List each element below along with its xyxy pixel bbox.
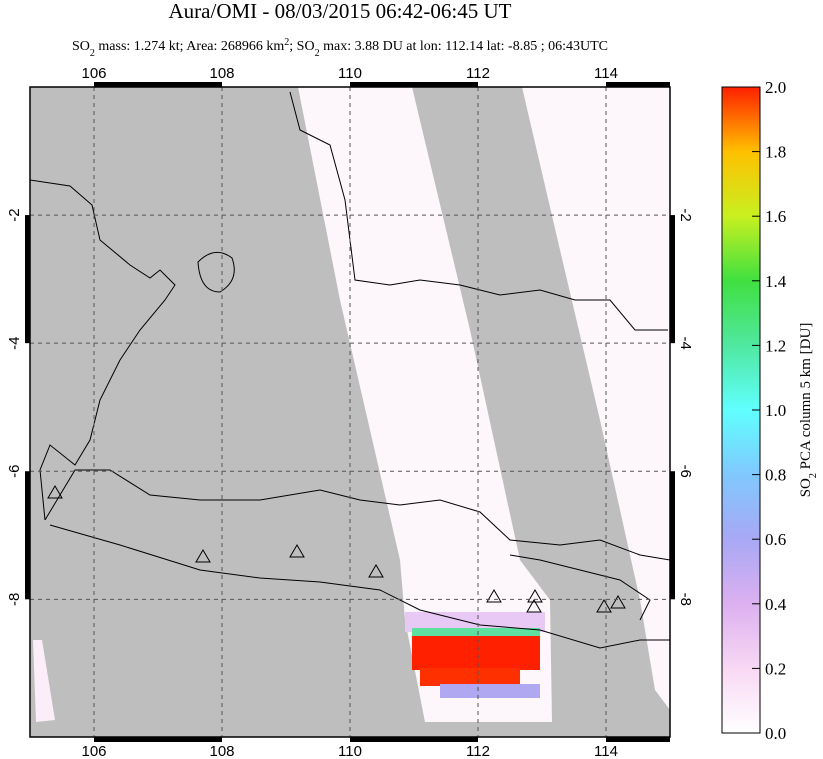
swath	[298, 87, 552, 722]
colorbar-tick-label: 1.2	[765, 336, 786, 355]
so2-high	[420, 668, 520, 686]
y-tick-label: -2	[6, 208, 23, 221]
frame-bar	[670, 471, 675, 600]
x-tick-label: 110	[338, 65, 362, 82]
text-segment: 2	[90, 48, 95, 59]
colorbar-tick-label: 0.4	[765, 595, 787, 614]
map-frame	[29, 86, 671, 738]
x-tick-label: 106	[81, 743, 106, 759]
so2-high	[412, 636, 540, 670]
colorbar-tick-label: 1.6	[765, 207, 786, 226]
coastline	[49, 524, 670, 649]
x-tick-label: 114	[594, 65, 618, 82]
text-segment: 2	[284, 37, 289, 48]
text-segment: max: 3.88 DU at lon: 112.14 lat: -8.85 ;…	[320, 39, 608, 54]
colorbar-tick-label: 1.0	[765, 401, 786, 420]
text-segment: mass: 1.274 kt; Area: 268966 km	[95, 39, 284, 54]
y-tick-label: -4	[6, 336, 23, 349]
coastline	[289, 91, 668, 331]
text-segment: SO	[72, 39, 90, 54]
y-tick-label: -8	[6, 593, 23, 606]
subtitle: SO2 mass: 1.274 kt; Area: 268966 km2; SO…	[72, 37, 608, 59]
so2-mid	[412, 628, 540, 638]
x-tick-label: 112	[466, 743, 490, 759]
x-tick-label: 114	[594, 743, 618, 759]
colorbar-tick-label: 0.6	[765, 530, 786, 549]
text-segment: 2	[808, 473, 819, 478]
x-tick-label: 108	[209, 743, 234, 759]
swath	[33, 640, 55, 722]
frame-bar	[606, 82, 670, 87]
frame-bar	[350, 82, 478, 87]
text-segment: PCA column 5 km [DU]	[798, 323, 814, 473]
coastline	[197, 251, 235, 293]
frame-bar	[350, 737, 478, 742]
text-segment: ; SO	[289, 39, 314, 54]
y-tick-label: -4	[677, 336, 694, 349]
so2-low	[440, 684, 540, 698]
coastline	[30, 179, 176, 521]
swath	[522, 87, 670, 710]
colorbar-tick-label: 0.0	[765, 724, 786, 743]
text-segment: SO	[798, 478, 814, 497]
x-tick-label: 106	[81, 65, 106, 82]
title: Aura/OMI - 08/03/2015 06:42-06:45 UT	[169, 0, 512, 23]
map-area	[30, 87, 670, 737]
colorbar-tick-label: 0.8	[765, 466, 786, 485]
coastline	[509, 554, 651, 621]
frame-bar	[94, 82, 222, 87]
colorbar-label: SO2 PCA column 5 km [DU]	[798, 323, 819, 498]
frame-bar	[670, 215, 675, 344]
x-tick-label: 112	[466, 65, 490, 82]
frame-bar	[25, 471, 30, 600]
x-tick-label: 108	[209, 65, 234, 82]
colorbar-tick-label: 1.4	[765, 272, 787, 291]
volcano-markers	[47, 485, 626, 613]
frame-bar	[606, 737, 670, 742]
y-tick-label: -8	[677, 593, 694, 606]
text-segment: 2	[315, 48, 320, 59]
coastline	[44, 469, 670, 561]
y-tick-label: -6	[6, 465, 23, 478]
y-tick-label: -6	[677, 465, 694, 478]
colorbar-tick-label: 0.2	[765, 659, 786, 678]
frame-bar	[94, 737, 222, 742]
colorbar-tick-label: 2.0	[765, 78, 786, 97]
frame-bar	[25, 215, 30, 344]
x-tick-label: 110	[338, 743, 362, 759]
y-tick-label: -2	[677, 208, 694, 221]
colorbar-tick-label: 1.8	[765, 143, 786, 162]
